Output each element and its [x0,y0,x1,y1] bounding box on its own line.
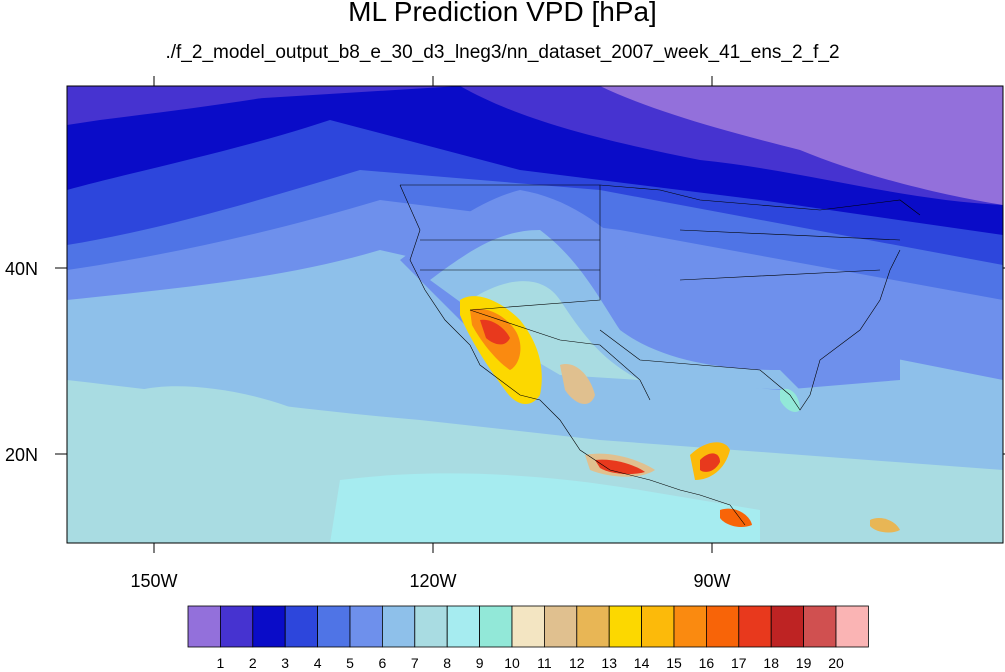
colorbar-tick-label: 5 [346,655,354,671]
colorbar-swatch [479,605,513,648]
lat-label-40n: 40N [5,259,38,279]
colorbar-tick-label: 7 [411,655,419,671]
colorbar-swatch [446,605,481,648]
colorbar-tick-label: 14 [634,655,650,671]
colorbar-swatch [381,605,416,648]
colorbar-tick-label: 20 [828,655,844,671]
colorbar-tick-label: 19 [796,655,812,671]
colorbar-tick-label: 6 [379,655,387,671]
colorbar-tick-label: 17 [731,655,747,671]
lat-label-20n: 20N [5,445,38,465]
colorbar-swatch [511,605,545,648]
colorbar-tick-label: 18 [763,655,779,671]
colorbar-tick-label: 12 [569,655,585,671]
colorbar-swatch [803,605,837,648]
vpd-field [67,86,1003,543]
lon-label-120w: 120W [409,571,456,591]
colorbar: 1 2 3 4 5 6 7 8 9 10 11 12 13 14 15 16 17 18 19 20 [187,605,869,671]
colorbar-tick-label: 13 [601,655,617,671]
lon-label-150w: 150W [130,571,177,591]
colorbar-tick-label: 3 [281,655,289,671]
colorbar-swatch [770,605,805,648]
map-subtitle: ./f_2_model_output_b8_e_30_d3_lneg3/nn_d… [165,42,840,63]
colorbar-swatch [641,605,675,648]
map-title: ML Prediction VPD [hPa] [348,0,657,27]
colorbar-swatch [414,605,448,648]
colorbar-tick-label: 9 [476,655,484,671]
coastlines [399,184,921,526]
colorbar-swatch [317,605,351,648]
colorbar-swatch [835,605,869,648]
colorbar-tick-label: 2 [249,655,257,671]
colorbar-tick-label: 4 [314,655,322,671]
colorbar-swatch [544,605,578,648]
colorbar-tick-label: 1 [217,655,225,671]
colorbar-swatch [608,605,643,648]
colorbar-tick-label: 11 [537,655,552,671]
colorbar-tick-label: 16 [699,655,715,671]
colorbar-tick-label: 10 [504,655,520,671]
lon-label-90w: 90W [693,571,730,591]
colorbar-swatch [187,605,221,648]
colorbar-swatch [284,605,319,648]
colorbar-tick-label: 8 [443,655,451,671]
colorbar-swatch [349,605,383,648]
axis-ticks [55,76,1005,553]
colorbar-swatch [738,605,772,648]
colorbar-tick-label: 15 [666,655,682,671]
colorbar-swatch [219,605,254,648]
colorbar-swatch [706,605,740,648]
map-frame [66,85,1004,544]
colorbar-swatch [673,605,707,648]
colorbar-swatch [576,605,610,648]
colorbar-swatch [252,605,286,648]
